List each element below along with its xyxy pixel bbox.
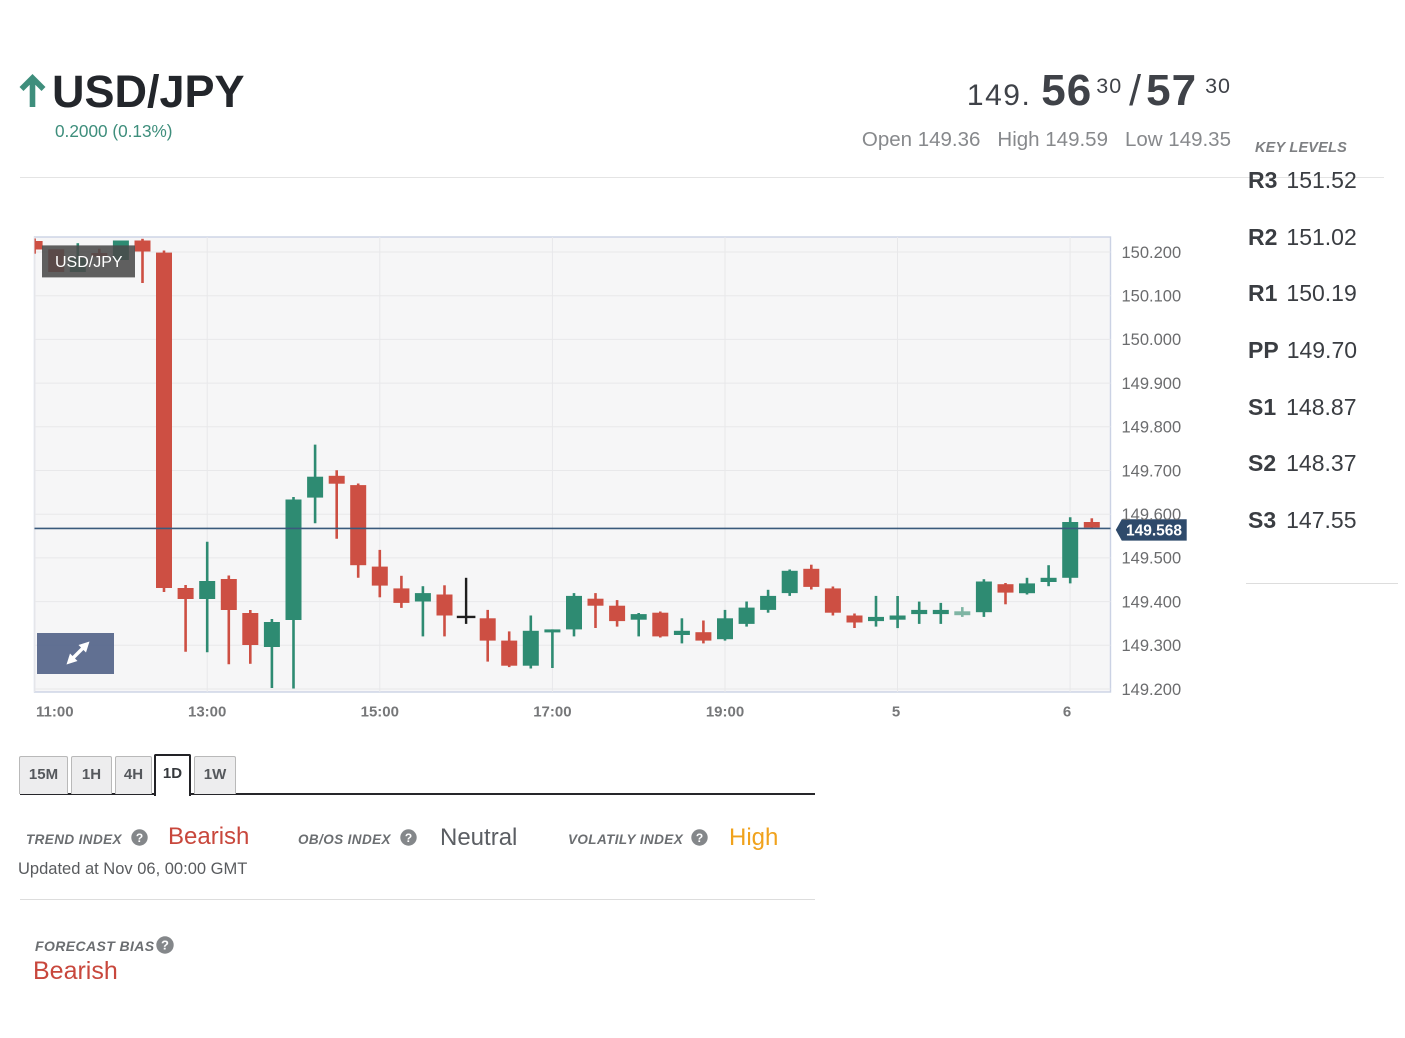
svg-text:150.000: 150.000: [1122, 331, 1182, 349]
svg-text:5: 5: [892, 704, 900, 721]
svg-text:149.300: 149.300: [1122, 637, 1182, 655]
svg-text:150.200: 150.200: [1122, 244, 1182, 262]
svg-text:149.600: 149.600: [1122, 506, 1182, 524]
svg-text:13:00: 13:00: [188, 704, 226, 721]
svg-text:?: ?: [136, 831, 143, 845]
svg-text:11:00: 11:00: [36, 704, 74, 721]
svg-text:149.200: 149.200: [1122, 681, 1182, 699]
svg-text:149.400: 149.400: [1122, 593, 1182, 611]
svg-text:149.700: 149.700: [1122, 462, 1182, 480]
svg-text:149.500: 149.500: [1122, 550, 1182, 568]
svg-text:149.800: 149.800: [1122, 419, 1182, 437]
svg-text:?: ?: [696, 831, 703, 845]
svg-text:149.900: 149.900: [1122, 375, 1182, 393]
svg-text:?: ?: [161, 938, 169, 953]
svg-text:150.100: 150.100: [1122, 288, 1182, 306]
svg-text:17:00: 17:00: [533, 704, 571, 721]
svg-text:?: ?: [405, 831, 412, 845]
svg-text:USD/JPY: USD/JPY: [55, 254, 123, 271]
svg-text:6: 6: [1063, 704, 1071, 721]
svg-text:19:00: 19:00: [706, 704, 744, 721]
svg-text:15:00: 15:00: [361, 704, 399, 721]
svg-text:149.568: 149.568: [1126, 522, 1182, 539]
